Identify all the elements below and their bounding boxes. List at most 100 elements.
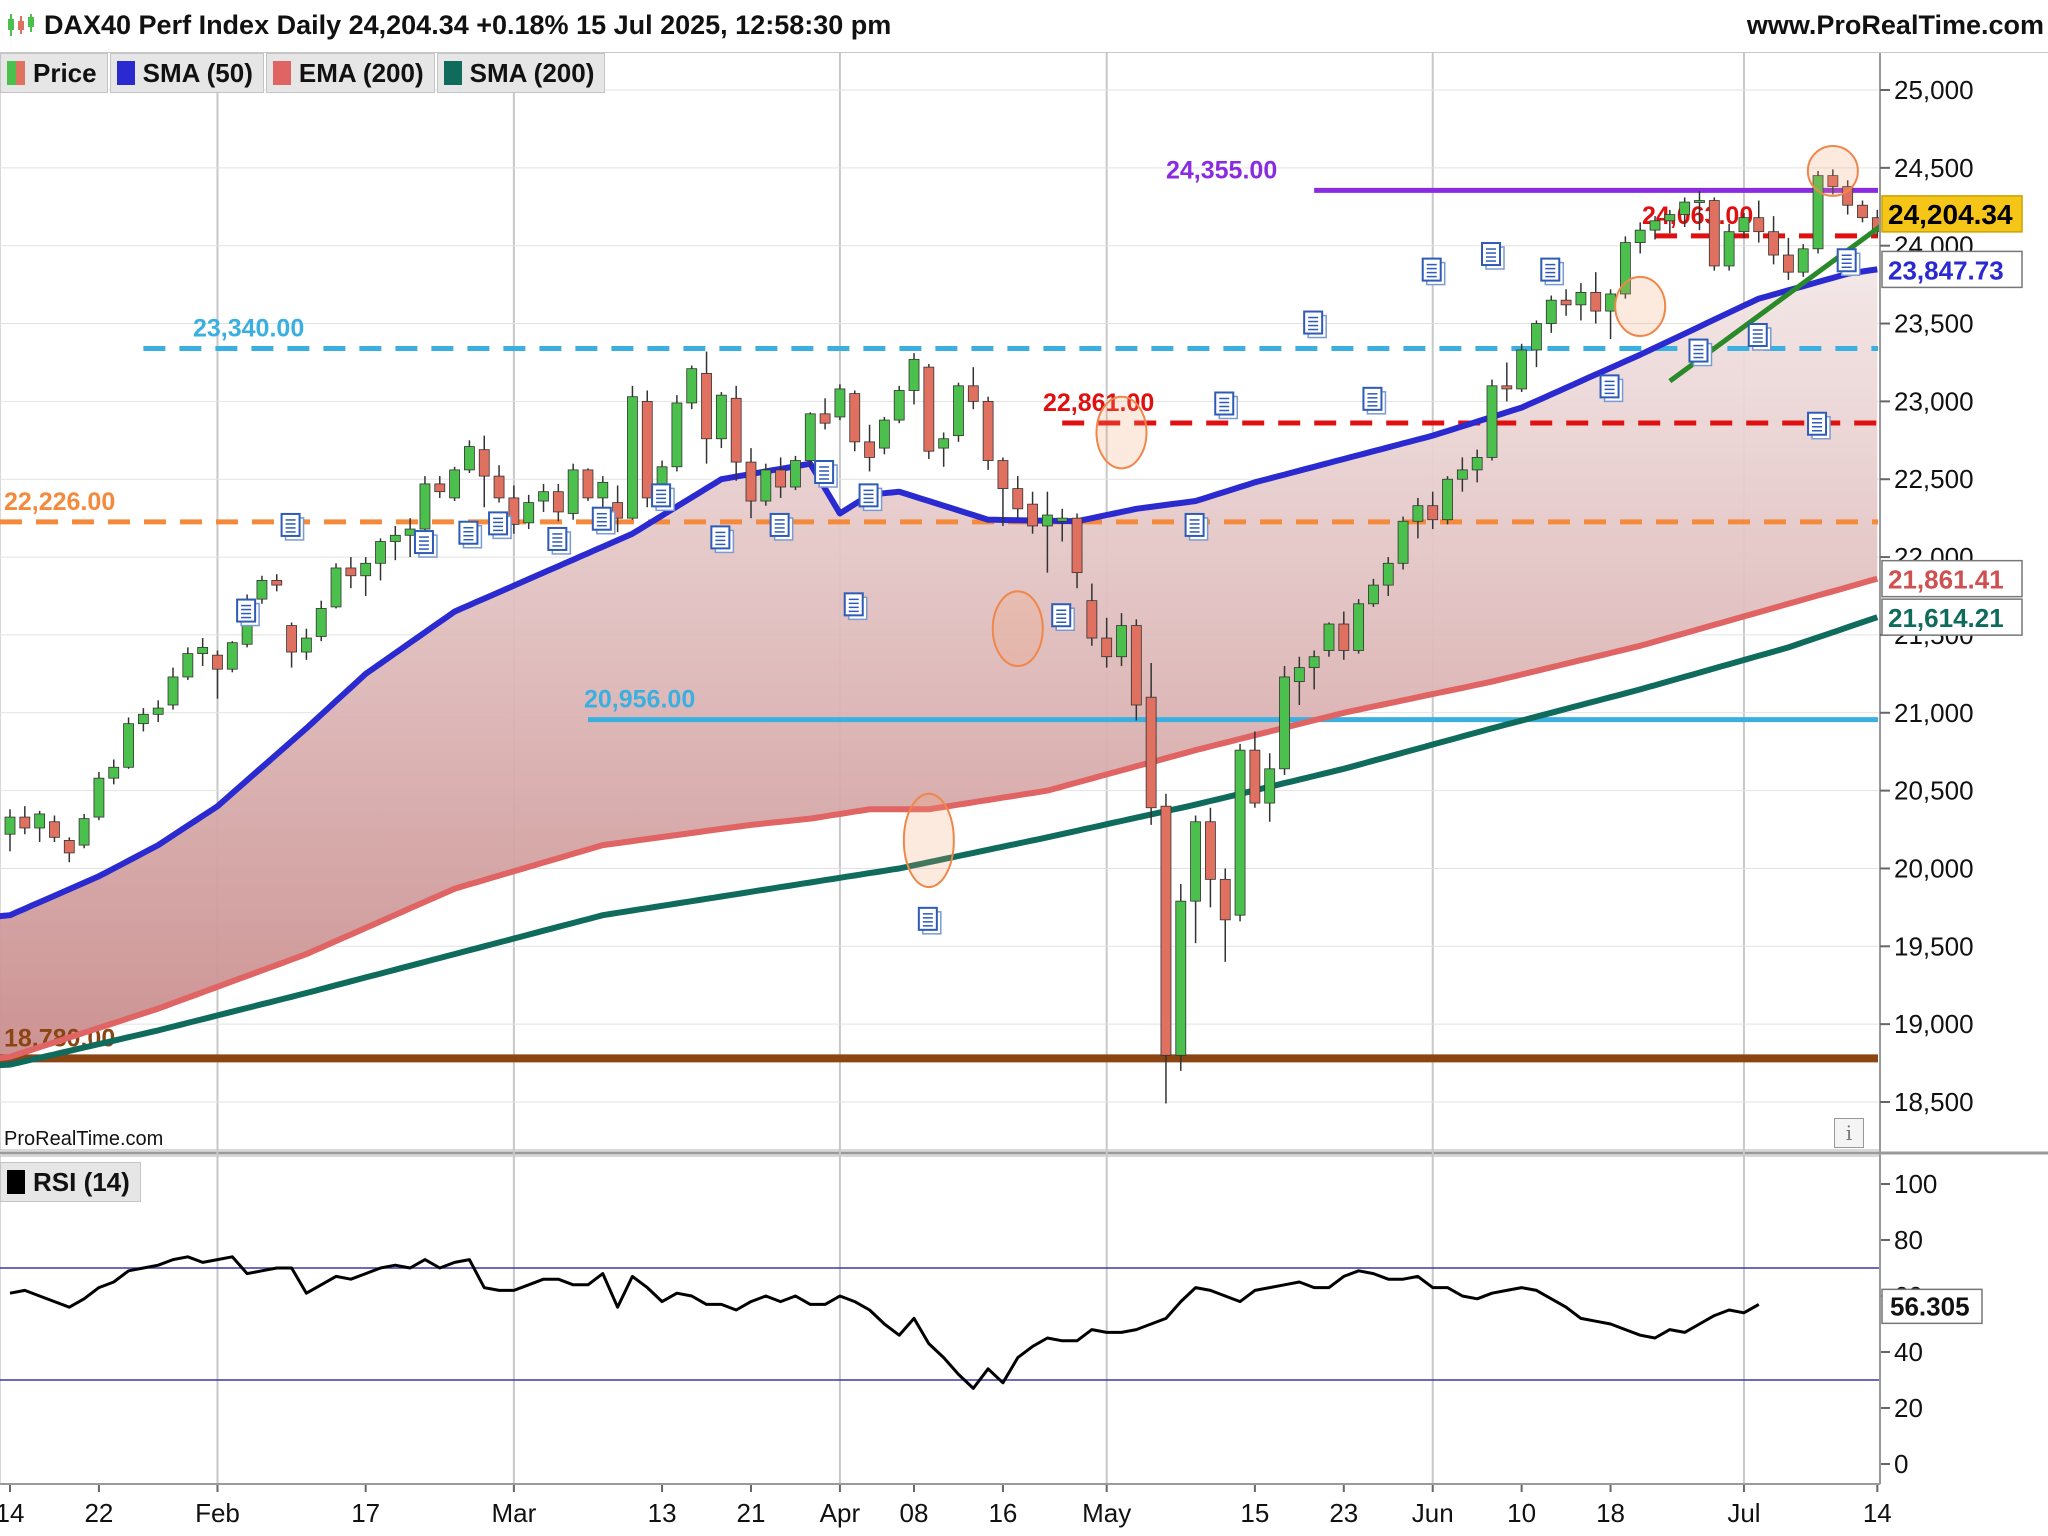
candle-body xyxy=(908,358,920,391)
sma50-ema200-fill xyxy=(0,269,1878,1059)
candle-body xyxy=(878,419,890,449)
candle-body xyxy=(508,497,520,525)
candle-body xyxy=(997,460,1009,489)
info-button[interactable]: i xyxy=(1834,1118,1864,1148)
level-label: 24,063.00 xyxy=(1642,202,1753,230)
candle xyxy=(1753,200,1765,243)
candle-body xyxy=(715,394,727,440)
candle xyxy=(1516,343,1528,393)
candle xyxy=(552,483,564,522)
candle xyxy=(1353,599,1365,654)
price-axis-box-label: 23,847.73 xyxy=(1888,255,2004,285)
x-tick-label: 23 xyxy=(1329,1498,1358,1528)
price-axis-box: 21,861.41 xyxy=(1881,559,2023,598)
candle-body xyxy=(34,813,46,829)
rsi-y-tick-label: 40 xyxy=(1894,1337,1923,1367)
candle xyxy=(997,457,1009,526)
candle-body xyxy=(1160,805,1172,1056)
candle-body xyxy=(1027,503,1038,527)
candle-body xyxy=(1234,749,1246,916)
price-swatch-icon xyxy=(7,61,25,85)
rsi-panel: 10080604020056.305 xyxy=(0,1169,1983,1479)
news-document-icon xyxy=(458,520,483,549)
candle-body xyxy=(641,400,653,499)
rsi-panel-frame xyxy=(0,1155,1881,1485)
candle-body xyxy=(1205,821,1216,880)
title-bar: DAX40 Perf Index Daily 24,204.34 +0.18% … xyxy=(0,0,2048,53)
y-tick-label: 25,000 xyxy=(1894,75,1974,105)
candle-body xyxy=(953,385,964,437)
candle xyxy=(419,476,431,540)
candle xyxy=(1264,753,1276,822)
candle-body xyxy=(804,413,816,461)
legend-sma200[interactable]: SMA (200) xyxy=(436,53,606,93)
legend-ema200[interactable]: EMA (200) xyxy=(265,53,435,93)
candle xyxy=(715,392,727,449)
highlight-ellipse xyxy=(1614,275,1667,337)
candle-body xyxy=(345,567,357,577)
legend-sma50[interactable]: SMA (50) xyxy=(109,53,264,93)
candlestick-icon xyxy=(8,14,34,36)
candle-body xyxy=(19,816,31,829)
candle-body xyxy=(686,368,698,404)
candle-body xyxy=(78,818,90,846)
candle xyxy=(893,385,905,424)
candle-body xyxy=(1560,299,1572,306)
candle-body xyxy=(271,580,283,586)
news-document-icon xyxy=(1807,411,1831,440)
legend-ema200-label: EMA (200) xyxy=(298,57,424,88)
candle-body xyxy=(1634,229,1646,243)
news-document-icon xyxy=(1214,391,1238,420)
news-document-icon xyxy=(1184,512,1209,541)
candle-body xyxy=(226,642,238,670)
candle xyxy=(375,538,386,581)
candle xyxy=(123,717,134,769)
highlight-ellipse xyxy=(902,792,955,889)
candle xyxy=(1768,216,1779,265)
candle-body xyxy=(1545,299,1557,324)
news-document-icon xyxy=(769,512,794,541)
candle-body xyxy=(523,502,535,524)
candle-body xyxy=(1219,878,1231,921)
candle xyxy=(790,455,801,491)
candle-body xyxy=(330,567,342,608)
x-tick-label: May xyxy=(1082,1498,1131,1528)
news-document-icon xyxy=(1599,374,1624,403)
candle xyxy=(1694,191,1705,231)
y-tick-label: 20,500 xyxy=(1894,776,1974,806)
candles xyxy=(4,169,1880,1104)
candle xyxy=(212,650,223,699)
candle xyxy=(226,641,238,673)
x-tick-label: 13 xyxy=(648,1498,677,1528)
chart-title: DAX40 Perf Index Daily 24,204.34 +0.18% … xyxy=(44,10,892,40)
y-tick-label: 19,500 xyxy=(1894,931,1974,961)
candle xyxy=(345,557,357,589)
candle-body xyxy=(982,400,994,461)
candle xyxy=(1219,868,1231,962)
candle xyxy=(1575,283,1587,321)
news-document-icon xyxy=(591,506,616,535)
news-document-icon xyxy=(843,592,868,621)
candle xyxy=(1442,476,1453,525)
candle-body xyxy=(1412,505,1424,522)
candle xyxy=(389,525,401,561)
legend-price[interactable]: Price xyxy=(0,53,108,93)
candle-body xyxy=(419,483,431,530)
legend-rsi[interactable]: RSI (14) xyxy=(0,1162,141,1202)
candle-body xyxy=(1723,231,1735,267)
candle xyxy=(908,353,920,405)
candle-body xyxy=(493,475,505,499)
moving-averages xyxy=(0,266,1879,1069)
candle-body xyxy=(893,390,905,421)
rsi-y-tick-label: 0 xyxy=(1894,1449,1908,1479)
candle xyxy=(612,485,624,533)
candle-body xyxy=(1531,323,1542,351)
candle xyxy=(1279,666,1290,776)
candle xyxy=(19,806,31,835)
candle xyxy=(1827,169,1839,195)
x-tick-label: 10 xyxy=(1507,1498,1536,1528)
candle xyxy=(1679,197,1691,228)
candle xyxy=(1738,212,1750,238)
candle xyxy=(641,390,653,508)
